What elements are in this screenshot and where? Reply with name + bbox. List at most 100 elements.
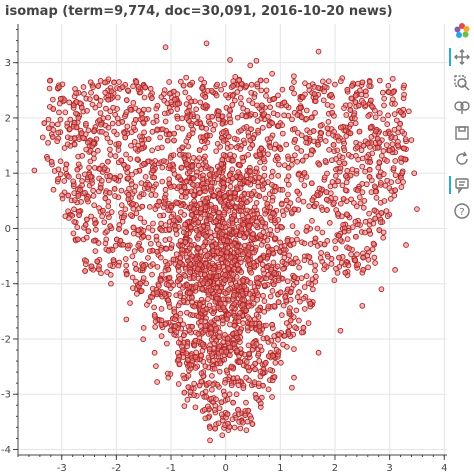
scatter-point: [124, 164, 131, 171]
bokeh-logo-icon[interactable]: [453, 22, 471, 40]
scatter-point: [192, 337, 199, 344]
scatter-point: [276, 161, 282, 168]
scatter-point: [192, 404, 199, 411]
scatter-point: [153, 233, 160, 240]
scatter-point: [365, 264, 371, 271]
scatter-point: [179, 115, 185, 122]
scatter-point: [281, 162, 288, 169]
scatter-point: [203, 125, 210, 132]
scatter-point: [161, 158, 167, 164]
scatter-point: [112, 111, 118, 118]
scatter-point: [119, 118, 126, 125]
scatter-point: [287, 317, 294, 324]
scatter-point: [189, 79, 196, 86]
scatter-point: [294, 145, 300, 151]
scatter-point: [107, 271, 114, 278]
scatter-point: [181, 403, 188, 409]
scatter-point: [147, 85, 154, 92]
scatter-point: [203, 40, 210, 47]
scatter-point: [254, 280, 261, 286]
scatter-point: [269, 321, 275, 328]
scatter-point: [357, 87, 363, 94]
scatter-point: [84, 107, 90, 114]
scatter-point: [82, 268, 88, 274]
reset-icon[interactable]: [453, 150, 471, 168]
scatter-point: [184, 396, 191, 403]
scatter-point: [141, 94, 148, 101]
scatter-point: [301, 240, 308, 247]
scatter-point: [294, 129, 301, 136]
scatter-point: [321, 88, 327, 95]
scatter-point: [260, 292, 266, 299]
scatter-point: [148, 191, 155, 198]
scatter-point: [372, 128, 379, 135]
scatter-point: [216, 191, 223, 197]
scatter-point: [267, 227, 274, 233]
pan-icon[interactable]: [449, 48, 471, 66]
scatter-point: [199, 85, 205, 92]
scatter-point: [400, 179, 406, 185]
scatter-point: [331, 200, 337, 206]
scatter-point: [195, 219, 202, 225]
scatter-point: [376, 77, 383, 84]
scatter-point: [245, 314, 251, 320]
scatter-point: [243, 374, 250, 381]
scatter-point: [180, 297, 187, 304]
scatter-point: [325, 118, 332, 125]
scatter-point: [220, 129, 227, 135]
scatter-point: [401, 82, 407, 89]
scatter-point: [151, 312, 158, 318]
scatter-point: [367, 97, 374, 104]
scatter-point: [105, 247, 112, 254]
scatter-point: [258, 394, 265, 401]
scatter-point: [324, 102, 331, 108]
scatter-point: [80, 135, 86, 141]
scatter-point: [310, 128, 317, 134]
scatter-point: [272, 360, 279, 366]
scatter-point: [214, 295, 220, 302]
scatter-point: [162, 237, 169, 243]
scatter-point: [232, 73, 239, 80]
scatter-point: [237, 310, 243, 316]
scatter-point: [277, 239, 283, 246]
scatter-point: [365, 256, 372, 263]
scatter-point: [273, 346, 280, 353]
scatter-point: [206, 346, 213, 352]
scatter-point: [171, 137, 177, 144]
scatter-point: [158, 247, 164, 253]
scatter-point: [316, 185, 323, 192]
scatter-point: [253, 341, 260, 347]
scatter-point: [231, 424, 238, 431]
help-icon[interactable]: ?: [453, 202, 471, 220]
scatter-point: [228, 382, 235, 389]
scatter-point: [131, 248, 138, 254]
scatter-point: [228, 363, 235, 370]
scatter-point: [75, 115, 82, 121]
scatter-point: [75, 193, 82, 199]
scatter-point: [197, 189, 204, 196]
scatter-point: [73, 90, 79, 97]
scatter-point: [78, 130, 85, 137]
scatter-point: [122, 256, 129, 262]
hover-icon[interactable]: [449, 176, 471, 195]
scatter-point: [213, 273, 220, 280]
scatter-point: [151, 174, 158, 181]
scatter-point: [135, 227, 142, 234]
scatter-point: [370, 240, 377, 247]
scatter-point: [162, 186, 169, 193]
scatter-point: [96, 117, 103, 124]
scatter-point: [208, 234, 214, 241]
y-tick-label: 2: [5, 113, 11, 124]
scatter-point: [45, 116, 52, 123]
scatter-point: [283, 141, 290, 148]
scatter-point: [392, 187, 398, 194]
box-zoom-icon[interactable]: [453, 74, 471, 92]
scatter-point: [238, 200, 245, 207]
scatter-point: [163, 245, 170, 252]
wheel-zoom-icon[interactable]: [453, 98, 471, 116]
scatter-point: [359, 302, 366, 309]
save-icon[interactable]: [453, 124, 471, 142]
scatter-point: [171, 130, 178, 137]
scatter-point: [259, 219, 266, 226]
